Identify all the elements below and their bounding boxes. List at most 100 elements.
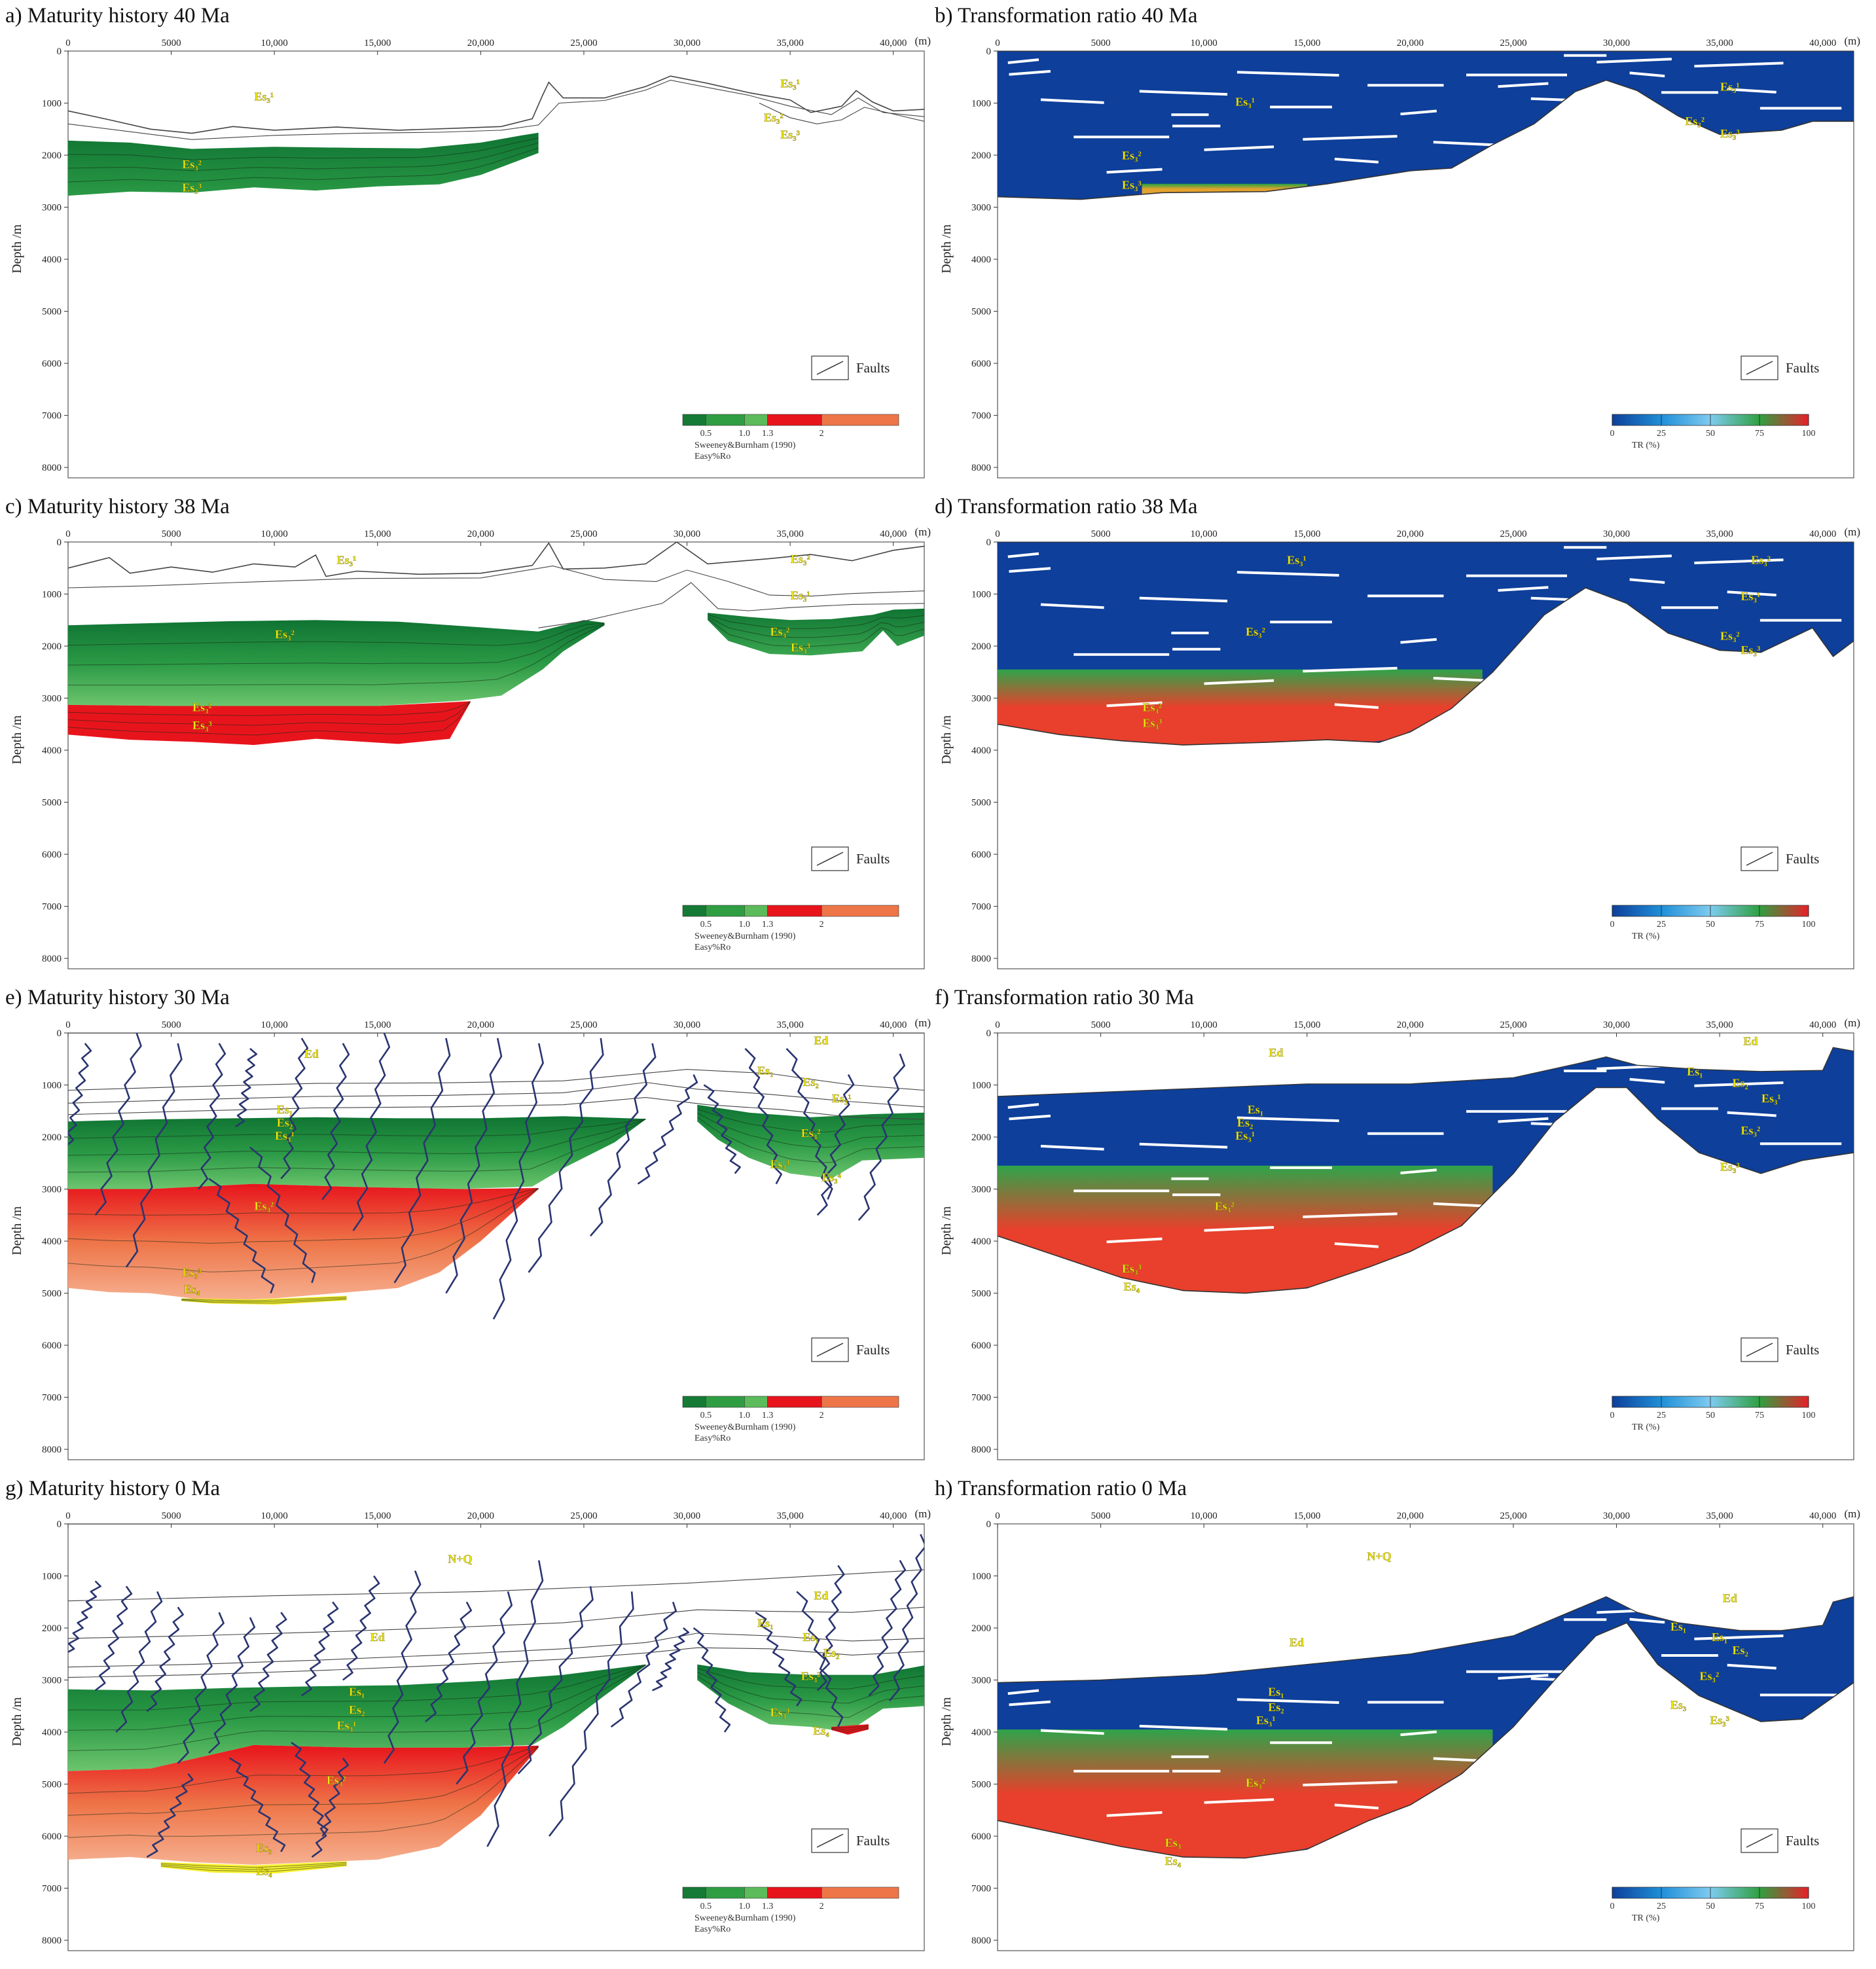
y-tick-label: 2000: [42, 151, 62, 161]
formation-label: Es₃¹: [1287, 553, 1307, 566]
formation-label: Es₁: [349, 1685, 365, 1698]
tr-white-streak: [1498, 1674, 1549, 1680]
faults-legend-label: Faults: [856, 1342, 890, 1358]
surface-line: [998, 1047, 1854, 1097]
panel-title: g) Maturity history 0 Ma: [5, 1477, 221, 1500]
x-tick-label: 40,000: [880, 529, 907, 539]
x-tick-label: 5000: [1091, 529, 1111, 539]
formation-label: Es₁: [1248, 1103, 1263, 1116]
formation-label: Es₁: [757, 1616, 773, 1629]
formation-label: Es₃³: [791, 641, 810, 654]
panel-c: c) Maturity history 38 Ma 0 5000 10,000 15,0…: [5, 491, 935, 979]
horizon-line: [181, 1299, 347, 1304]
y-tick-label: 2000: [971, 151, 991, 161]
fault-line: [703, 1084, 741, 1174]
y-tick-label: 7000: [42, 1393, 62, 1403]
maturity-legend-tick: 0.5: [700, 429, 712, 439]
tr-legend-caption: TR (%): [1632, 1913, 1660, 1923]
maturity-legend-swatch: [682, 1396, 706, 1408]
maturity-zone-red: [68, 1744, 539, 1865]
y-tick-label: 3000: [971, 1676, 991, 1686]
maturity-legend-swatch: [744, 905, 768, 917]
panel-e: e) Maturity history 30 Ma 0 5000 10,000 15,0…: [5, 982, 935, 1470]
faults-legend-icon: [1746, 361, 1773, 375]
x-tick-label: 5000: [1091, 1511, 1111, 1521]
y-tick-label: 0: [986, 1519, 992, 1530]
formation-label: Es₃²: [1751, 553, 1771, 566]
horizon-line: [68, 1633, 924, 1668]
formation-label: Es₃: [1165, 1836, 1182, 1849]
tr-white-streak: [1236, 71, 1339, 77]
y-axis-label: Depth /m: [10, 1206, 24, 1255]
x-tick-label: 20,000: [467, 1020, 494, 1030]
maturity-legend-swatch: [821, 414, 899, 426]
fault-line: [590, 1043, 657, 1237]
fault-line: [94, 1033, 142, 1216]
maturity-legend-swatch: [744, 414, 768, 426]
fault-line: [208, 1178, 275, 1294]
tr-white-streak: [1694, 1635, 1784, 1640]
maturity-legend-unit: Easy%Ro: [694, 1434, 731, 1443]
tr-legend-tick: 0: [1610, 429, 1615, 439]
x-unit-label: (m): [1844, 1508, 1860, 1520]
maturity-legend-swatch: [706, 905, 745, 917]
y-tick-label: 1000: [971, 99, 991, 109]
faults-legend-swatch: [811, 846, 849, 871]
y-tick-label: 2000: [971, 1132, 991, 1143]
y-tick-label: 4000: [42, 746, 62, 756]
maturity-legend-unit: Easy%Ro: [694, 943, 731, 952]
y-tick-label: 0: [57, 1028, 62, 1039]
x-tick-label: 35,000: [1706, 1511, 1733, 1521]
tr-legend-caption: TR (%): [1632, 1422, 1660, 1432]
maturity-zone-green: [708, 608, 924, 656]
horizon-line: [68, 1118, 646, 1139]
formation-label: Es₄: [184, 1283, 200, 1296]
tr-legend-tick: 25: [1657, 1411, 1666, 1420]
maturity-zone-red: [68, 1183, 539, 1301]
maturity-legend-tick: 1.0: [739, 1902, 751, 1911]
x-tick-label: 5000: [1091, 1020, 1111, 1030]
tr-white-streak: [1596, 58, 1672, 63]
fault-line: [249, 1146, 316, 1284]
tr-legend-tick: 0: [1610, 1411, 1615, 1420]
formation-label: Ed: [1269, 1046, 1283, 1059]
x-tick-label: 20,000: [1397, 1511, 1424, 1521]
horizon-line: [68, 624, 605, 686]
surface-line: [998, 1596, 1854, 1684]
panel-d: d) Transformation ratio 38 Ma 0 5000 10,000…: [935, 491, 1864, 979]
horizon-line: [68, 623, 605, 646]
y-tick-label: 5000: [42, 307, 62, 317]
fault-line: [342, 1575, 380, 1681]
y-axis-label: Depth /m: [10, 224, 24, 273]
y-tick-label: 4000: [971, 1237, 991, 1247]
y-tick-label: 5000: [971, 1780, 991, 1790]
maturity-legend-swatch: [682, 414, 706, 426]
formation-label: Es₃²: [1122, 149, 1142, 162]
x-tick-label: 10,000: [1191, 529, 1218, 539]
y-axis-label: Depth /m: [939, 715, 954, 764]
fault-line: [68, 1043, 92, 1146]
fault-line: [146, 1606, 184, 1712]
maturity-zone-red: [68, 701, 471, 746]
x-tick-label: 0: [65, 1020, 71, 1030]
x-tick-label: 35,000: [777, 38, 804, 48]
x-tick-label: 25,000: [570, 1511, 597, 1521]
fault-line: [249, 1612, 287, 1712]
faults-legend-label: Faults: [1786, 360, 1819, 376]
maturity-legend-tick: 2: [820, 920, 824, 930]
maturity-legend-swatch: [744, 1887, 768, 1899]
tr-white-streak: [1694, 558, 1784, 564]
formation-label: Es₃³: [1122, 1262, 1142, 1275]
tr-white-streak: [1106, 168, 1163, 174]
maturity-zone-green: [68, 1664, 646, 1771]
fault-line: [321, 1043, 350, 1201]
x-tick-label: 10,000: [261, 1511, 288, 1521]
maturity-legend-swatch: [744, 1396, 768, 1408]
tr-white-streak: [1596, 554, 1672, 560]
tr-white-streak: [1236, 1116, 1339, 1123]
panel-g: g) Maturity history 0 Ma 0 5000 10,000 15,00…: [5, 1473, 935, 1960]
surface-line: [68, 75, 924, 134]
tr-legend-tick: 100: [1802, 429, 1816, 439]
fault-line: [235, 1047, 258, 1128]
tr-white-streak: [1009, 69, 1051, 76]
